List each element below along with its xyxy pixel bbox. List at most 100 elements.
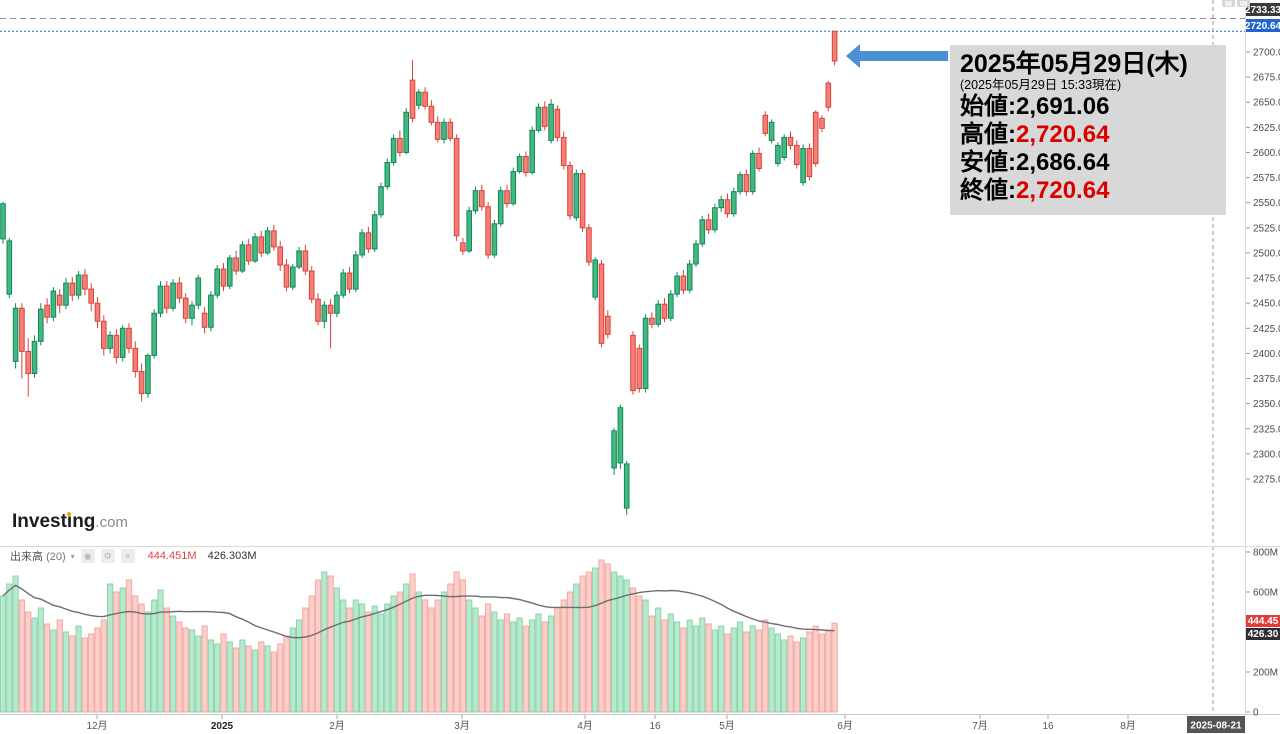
volume-tick-label[interactable]: 200M <box>1253 668 1278 679</box>
cutoff-toolbar-button-2[interactable] <box>1237 0 1250 7</box>
volume-indicator-label[interactable]: 出来高 (20) <box>10 551 66 563</box>
volume-bar <box>743 631 750 713</box>
time-tick-label[interactable]: 12月 <box>86 720 107 732</box>
ohlc-row-open: 始値:2,691.06 <box>960 93 1110 120</box>
volume-bar <box>503 613 511 713</box>
volume-bar <box>25 611 32 713</box>
volume-tick-label[interactable]: 600M <box>1253 588 1278 599</box>
volume-bar <box>283 635 290 713</box>
price-tick-label[interactable]: 2350.00 <box>1253 399 1280 410</box>
volume-ma-badge <box>1246 628 1280 640</box>
candle-body <box>485 206 491 256</box>
volume-ma-badge-text: 426.30 <box>1248 629 1279 640</box>
candle-body <box>50 290 57 318</box>
settings-icon[interactable]: ⚙ <box>100 549 115 563</box>
volume-bar <box>226 641 233 713</box>
volume-bar <box>6 583 13 713</box>
volume-bar <box>554 607 561 713</box>
volume-bar <box>818 633 826 713</box>
time-tick-label[interactable]: 16 <box>649 721 661 732</box>
candle-body <box>132 347 139 372</box>
candle-body <box>510 171 517 205</box>
candle-body <box>365 232 372 250</box>
volume-bar <box>680 627 687 713</box>
volume-current-badge <box>1246 615 1280 627</box>
ohlc-row-low: 安値:2,686.64 <box>960 149 1110 176</box>
price-tick-label[interactable]: 2675.00 <box>1253 73 1280 84</box>
volume-bar <box>346 607 353 713</box>
candle-body <box>44 304 50 318</box>
volume-bar <box>377 613 385 713</box>
cutoff-toolbar-button-1[interactable] <box>1222 0 1235 7</box>
volume-bar <box>384 603 391 713</box>
price-tick-label[interactable]: 2650.00 <box>1253 98 1280 109</box>
time-tick-label[interactable]: 2月 <box>329 720 345 732</box>
candle-body <box>126 327 132 349</box>
price-tick-label[interactable]: 2475.00 <box>1253 274 1280 285</box>
price-tick-label[interactable]: 2500.00 <box>1253 248 1280 259</box>
candle-body <box>327 304 334 314</box>
candle-body <box>554 108 561 138</box>
volume-bar <box>579 575 586 713</box>
ohlc-row-high: 高値:2,720.64 <box>960 121 1110 148</box>
candle-body <box>794 144 800 166</box>
last-price-badge-text: 2720.64 <box>1245 21 1280 32</box>
candle-body <box>82 274 88 290</box>
price-tick-label[interactable]: 2425.00 <box>1253 324 1280 335</box>
volume-tick-label[interactable]: 800M <box>1253 548 1278 559</box>
price-tick-label[interactable]: 2300.00 <box>1253 449 1280 460</box>
price-tick-label[interactable]: 2575.00 <box>1253 173 1280 184</box>
volume-bar <box>138 603 145 713</box>
volume-current-badge-text: 444.45 <box>1248 616 1279 627</box>
candle-body <box>674 275 680 295</box>
candle-body <box>812 111 819 165</box>
volume-bar <box>800 637 807 713</box>
candle-body <box>642 317 649 390</box>
time-tick-label[interactable]: 8月 <box>1120 720 1136 732</box>
price-tick-label[interactable]: 2400.00 <box>1253 349 1280 360</box>
price-tick-label[interactable]: 2325.00 <box>1253 424 1280 435</box>
ohlc-callout: 2025年05月29日(木) (2025年05月29日 15:33現在) 始値:… <box>950 45 1226 215</box>
candle-body <box>831 30 838 62</box>
time-tick-label[interactable]: 5月 <box>719 720 735 732</box>
volume-bar <box>88 633 95 713</box>
time-tick-label[interactable]: 6月 <box>837 720 853 732</box>
candle-body <box>611 430 617 469</box>
volume-bar <box>264 645 271 713</box>
volume-bar <box>560 599 567 713</box>
time-tick-label[interactable]: 7月 <box>972 720 988 732</box>
candle-body <box>441 121 447 140</box>
candle-body <box>447 121 454 139</box>
cutoff-toolbar-button-1-face <box>1225 1 1232 6</box>
volume-bar <box>233 647 240 713</box>
time-tick-label[interactable]: 16 <box>1042 721 1054 732</box>
volume-bar <box>491 611 498 713</box>
volume-bar <box>522 625 529 713</box>
chevron-down-icon[interactable]: ▾ <box>70 551 75 561</box>
volume-bar <box>516 617 523 713</box>
candle-body <box>409 79 416 119</box>
price-tick-label[interactable]: 2600.00 <box>1253 148 1280 159</box>
candle-body <box>214 268 220 296</box>
price-tick-label[interactable]: 2550.00 <box>1253 198 1280 209</box>
volume-bar <box>755 629 763 713</box>
candle-body <box>491 223 498 256</box>
price-tick-label[interactable]: 2700.00 <box>1253 48 1280 59</box>
volume-bar <box>642 599 649 713</box>
time-tick-label[interactable]: 4月 <box>577 720 593 732</box>
volume-bar <box>793 641 800 713</box>
price-tick-label[interactable]: 2625.00 <box>1253 123 1280 134</box>
candle-body <box>107 334 113 349</box>
price-tick-label[interactable]: 2525.00 <box>1253 223 1280 234</box>
annotation-arrow-icon <box>846 44 948 68</box>
remove-icon[interactable]: × <box>120 549 135 563</box>
visibility-icon[interactable]: ◉ <box>80 549 95 563</box>
volume-tick-label[interactable]: 0 <box>1253 708 1259 719</box>
time-tick-label[interactable]: 3月 <box>454 720 470 732</box>
price-tick-label[interactable]: 2450.00 <box>1253 299 1280 310</box>
price-tick-label[interactable]: 2375.00 <box>1253 374 1280 385</box>
price-tick-label[interactable]: 2275.00 <box>1253 474 1280 485</box>
candle-body <box>321 304 328 322</box>
time-tick-label[interactable]: 2025 <box>211 721 234 732</box>
